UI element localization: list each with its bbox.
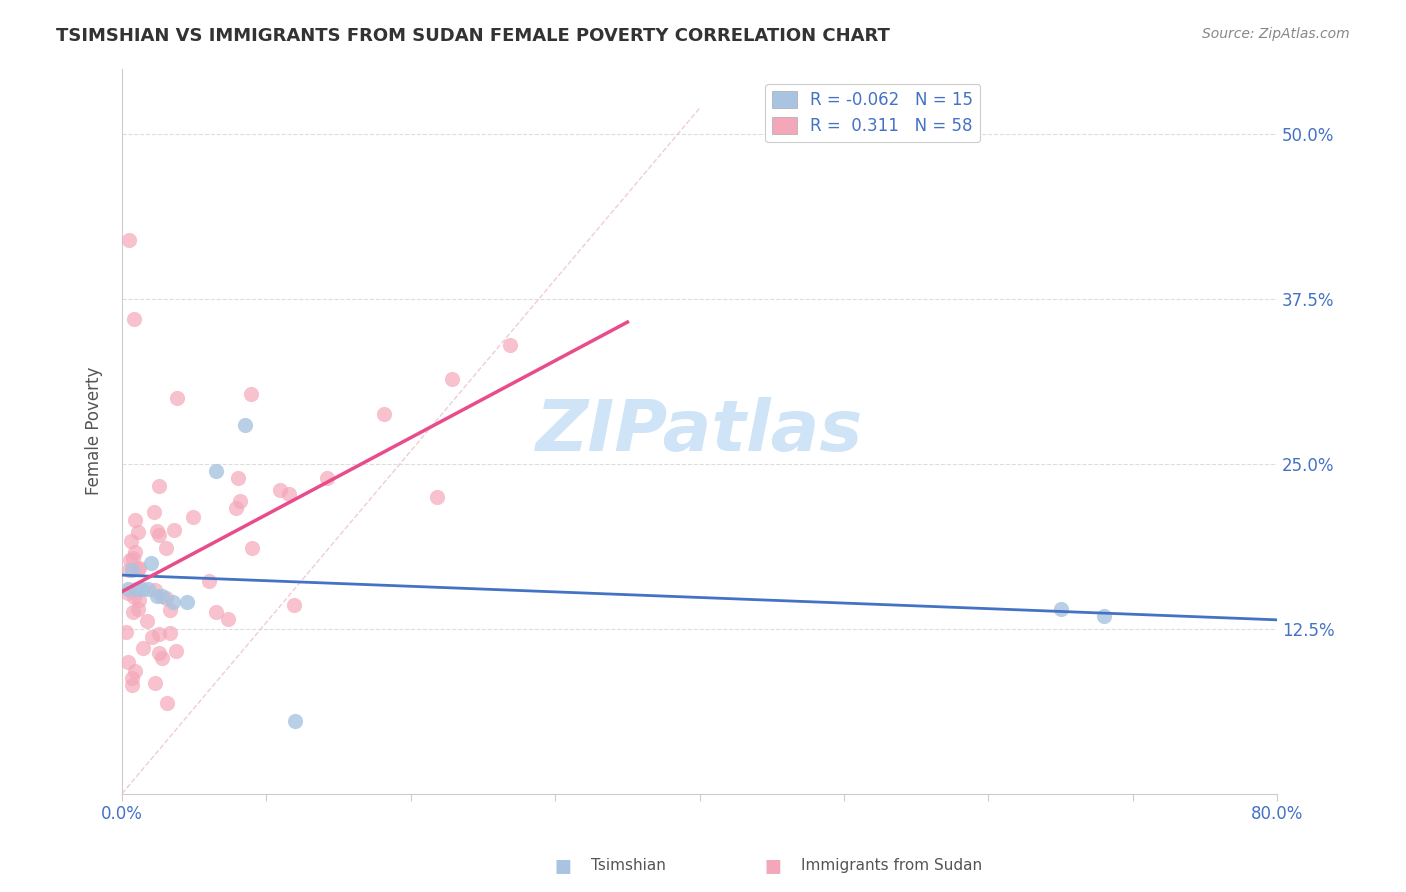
Point (1049, 602, 1071, 616)
Point (283, 598, 305, 612)
Point (121, 562, 143, 576)
Point (159, 602, 181, 616)
Point (128, 561, 150, 575)
Point (117, 586, 139, 600)
Point (121, 671, 143, 685)
Point (148, 528, 170, 542)
Point (277, 487, 299, 501)
Point (165, 644, 187, 658)
Point (176, 595, 198, 609)
Point (122, 551, 145, 566)
Point (426, 490, 449, 504)
Point (155, 541, 177, 556)
Point (229, 494, 252, 508)
Point (145, 589, 167, 603)
Point (118, 233, 141, 247)
Text: Tsimshian: Tsimshian (591, 858, 665, 872)
Text: ▪: ▪ (553, 851, 572, 880)
Text: TSIMSHIAN VS IMMIGRANTS FROM SUDAN FEMALE POVERTY CORRELATION CHART: TSIMSHIAN VS IMMIGRANTS FROM SUDAN FEMAL… (56, 27, 890, 45)
Point (373, 407, 395, 421)
Point (124, 513, 146, 527)
Legend: R = -0.062   N = 15, R =  0.311   N = 58: R = -0.062 N = 15, R = 0.311 N = 58 (765, 84, 980, 142)
Point (152, 589, 174, 603)
Point (205, 464, 228, 478)
Point (121, 678, 143, 692)
Point (163, 524, 186, 538)
Point (143, 583, 166, 598)
Point (181, 510, 204, 524)
Point (120, 533, 142, 548)
Point (150, 651, 173, 665)
Point (127, 524, 149, 539)
Point (122, 312, 145, 326)
Point (125, 582, 148, 597)
Point (1092, 608, 1115, 623)
Point (122, 605, 145, 619)
Point (139, 556, 162, 570)
Point (162, 595, 184, 609)
Point (146, 524, 169, 539)
Point (217, 612, 239, 626)
Point (155, 591, 177, 605)
Point (131, 582, 153, 597)
Point (148, 627, 170, 641)
Point (124, 664, 146, 678)
Text: Source: ZipAtlas.com: Source: ZipAtlas.com (1202, 27, 1350, 41)
Point (127, 602, 149, 616)
Point (239, 387, 262, 401)
Y-axis label: Female Poverty: Female Poverty (86, 367, 103, 495)
Point (441, 371, 464, 385)
Point (233, 417, 256, 432)
Point (159, 625, 181, 640)
Point (141, 631, 163, 645)
Point (145, 676, 167, 690)
Point (197, 574, 219, 588)
Point (115, 624, 138, 639)
Point (166, 391, 188, 405)
Point (117, 582, 139, 597)
Point (499, 338, 522, 352)
Text: ZIPatlas: ZIPatlas (536, 397, 863, 466)
Text: Immigrants from Sudan: Immigrants from Sudan (801, 858, 983, 872)
Point (225, 500, 247, 515)
Point (226, 471, 249, 485)
Point (143, 505, 166, 519)
Text: ▪: ▪ (763, 851, 783, 880)
Point (124, 545, 146, 559)
Point (118, 563, 141, 577)
Point (132, 640, 155, 655)
Point (136, 582, 159, 597)
Point (122, 591, 145, 605)
Point (120, 553, 142, 567)
Point (117, 655, 139, 669)
Point (205, 606, 228, 620)
Point (315, 471, 337, 485)
Point (148, 646, 170, 660)
Point (156, 696, 179, 710)
Point (128, 592, 150, 607)
Point (240, 541, 263, 555)
Point (127, 562, 149, 576)
Point (136, 614, 159, 628)
Point (284, 714, 307, 728)
Point (148, 479, 170, 493)
Point (269, 483, 291, 498)
